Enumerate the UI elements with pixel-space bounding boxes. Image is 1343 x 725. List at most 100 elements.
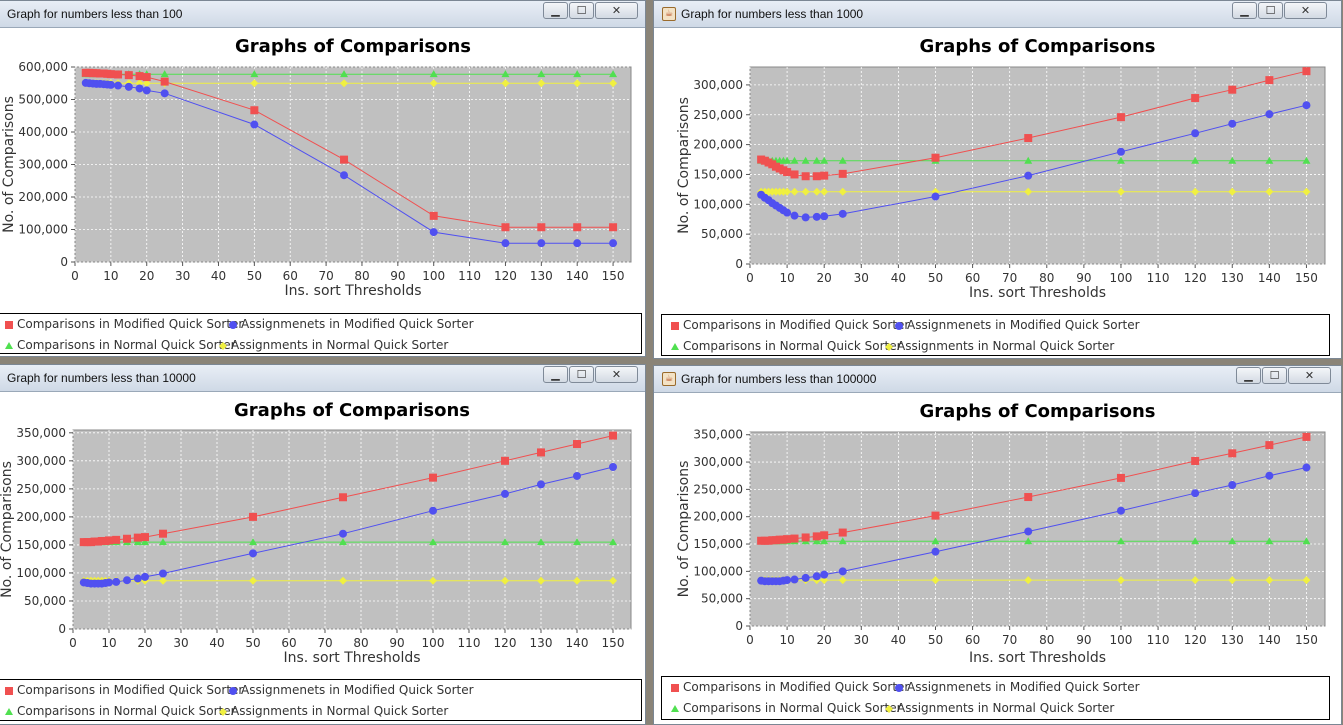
data-point <box>429 228 438 237</box>
legend-marker <box>5 320 13 329</box>
data-point <box>340 70 349 78</box>
y-tick-label: 0 <box>58 622 66 636</box>
data-point <box>573 239 582 248</box>
maximize-button[interactable]: ☐ <box>1258 2 1283 19</box>
close-button[interactable]: ✕ <box>1284 2 1327 19</box>
minimize-button[interactable]: ▁ <box>543 2 568 19</box>
x-tick-label: 30 <box>854 633 869 647</box>
data-point <box>783 168 792 177</box>
data-point <box>790 156 799 164</box>
data-point <box>123 576 131 585</box>
x-tick-label: 70 <box>318 269 333 283</box>
maximize-button[interactable]: ☐ <box>569 2 594 19</box>
x-tick-label: 10 <box>779 271 794 285</box>
legend-label: Assignments in Normal Quick Sorter <box>897 701 1115 715</box>
minimize-button[interactable]: ▁ <box>1232 2 1257 19</box>
y-tick-label: 250,000 <box>693 108 743 122</box>
data-point <box>501 223 510 232</box>
legend-item: Assignmenets in Modified Quick Sorter <box>228 683 474 697</box>
data-point <box>112 535 121 544</box>
maximize-button[interactable]: ☐ <box>1262 367 1287 384</box>
data-point <box>820 576 829 585</box>
data-point <box>1265 187 1274 196</box>
data-point <box>1265 537 1274 545</box>
data-point <box>250 79 259 88</box>
window-titlebar[interactable]: Graph for numbers less than 100 ▁ ☐ ✕ <box>0 1 645 28</box>
legend-label: Comparisons in Modified Quick Sorter <box>683 318 910 332</box>
legend-item: Assignmenets in Modified Quick Sorter <box>894 318 1140 332</box>
data-point <box>340 155 349 164</box>
minimize-button[interactable]: ▁ <box>543 366 568 383</box>
data-point <box>537 576 545 585</box>
x-tick-label: 150 <box>602 636 625 650</box>
window-titlebar[interactable]: Graph for numbers less than 10000 ▁ ☐ ✕ <box>0 365 645 392</box>
minimize-button[interactable]: ▁ <box>1236 367 1261 384</box>
close-button[interactable]: ✕ <box>595 2 638 19</box>
y-tick-label: 250,000 <box>693 482 743 496</box>
window-titlebar[interactable]: ☕ Graph for numbers less than 100000 ▁ ☐… <box>654 366 1341 393</box>
data-point <box>812 572 821 581</box>
data-point <box>1265 471 1274 480</box>
data-point <box>537 239 546 248</box>
data-point <box>1024 527 1033 536</box>
y-tick-label: 300,000 <box>693 78 743 92</box>
legend-marker-shape <box>671 704 679 712</box>
x-tick-label: 60 <box>283 269 298 283</box>
x-tick-label: 0 <box>71 269 79 283</box>
data-point <box>159 569 167 578</box>
legend-item: Assignments in Normal Quick Sorter <box>218 704 448 718</box>
data-point <box>537 448 545 457</box>
data-point <box>160 70 169 78</box>
data-point <box>1228 156 1237 164</box>
data-point <box>1302 537 1311 545</box>
y-tick-label: 200,000 <box>693 138 743 152</box>
data-point <box>573 538 581 546</box>
y-tick-label: 400,000 <box>18 125 68 139</box>
x-tick-label: 90 <box>390 269 405 283</box>
data-point <box>801 213 810 222</box>
legend-label: Comparisons in Normal Quick Sorter <box>683 701 902 715</box>
chart-title: Graphs of Comparisons <box>920 401 1156 422</box>
x-tick-label: 50 <box>245 636 260 650</box>
data-point <box>429 538 437 546</box>
data-point <box>114 81 123 90</box>
legend-label: Assignments in Normal Quick Sorter <box>231 338 449 352</box>
maximize-button[interactable]: ☐ <box>569 366 594 383</box>
data-point <box>1191 187 1200 196</box>
y-tick-label: 100,000 <box>693 197 743 211</box>
x-tick-label: 60 <box>965 271 980 285</box>
data-point <box>160 89 169 98</box>
data-point <box>812 537 821 545</box>
line-chart: Graphs of Comparisons 0 10 20 30 40 50 60 70 80 90… <box>0 400 632 666</box>
data-point <box>801 533 810 542</box>
window-title: Graph for numbers less than 1000 <box>681 7 864 21</box>
data-point <box>1302 576 1311 585</box>
data-point <box>801 156 810 164</box>
legend-marker-shape <box>671 321 679 330</box>
x-tick-label: 40 <box>891 633 906 647</box>
y-axis-label: No. of Comparisons <box>0 461 15 598</box>
window-titlebar[interactable]: ☕ Graph for numbers less than 1000 ▁ ☐ ✕ <box>654 1 1341 28</box>
data-point <box>790 575 799 584</box>
data-point <box>1024 537 1033 545</box>
data-point <box>1024 156 1033 164</box>
data-point <box>820 156 829 164</box>
x-tick-label: 120 <box>494 269 517 283</box>
x-tick-label: 30 <box>173 636 188 650</box>
data-point <box>339 538 347 546</box>
x-tick-label: 130 <box>1221 633 1244 647</box>
close-button[interactable]: ✕ <box>595 366 638 383</box>
legend-label: Assignmenets in Modified Quick Sorter <box>241 683 474 697</box>
data-point <box>1116 156 1125 164</box>
data-point <box>112 577 121 586</box>
data-point <box>135 72 144 81</box>
x-tick-label: 110 <box>1147 633 1170 647</box>
data-point <box>1302 156 1311 164</box>
x-tick-label: 60 <box>965 633 980 647</box>
legend-marker-shape <box>219 707 227 716</box>
data-point <box>812 187 821 196</box>
data-point <box>141 538 149 546</box>
legend-marker <box>671 321 679 330</box>
close-button[interactable]: ✕ <box>1288 367 1331 384</box>
legend-marker <box>5 341 13 349</box>
